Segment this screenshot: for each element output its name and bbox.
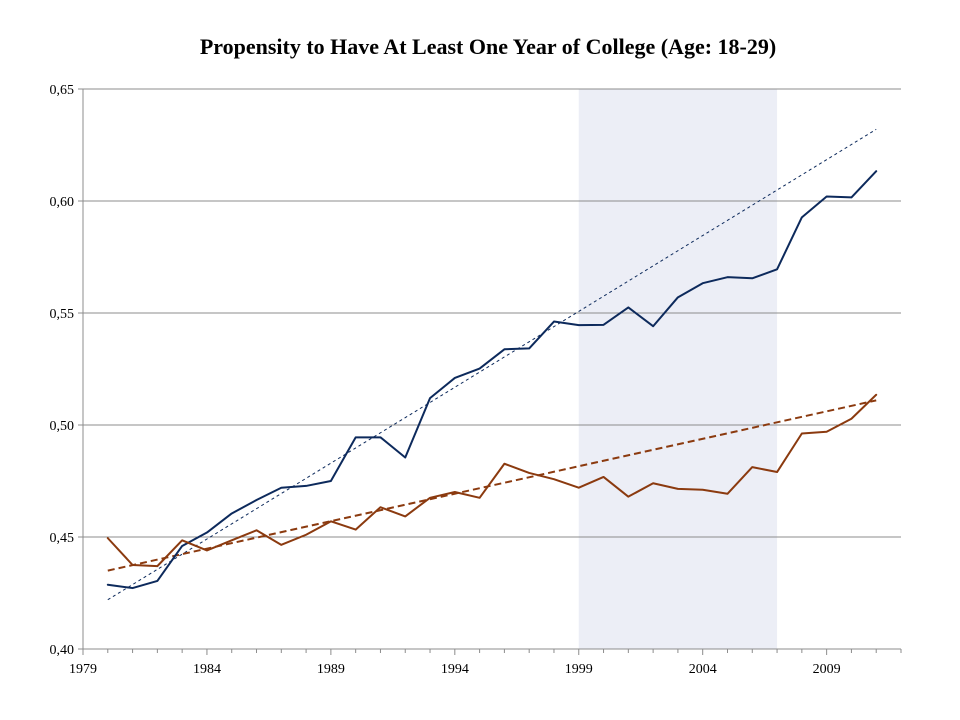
x-tick-label: 1979 bbox=[69, 662, 97, 677]
trendline-1 bbox=[107, 128, 877, 601]
axes-layer bbox=[78, 88, 902, 655]
x-tick-label: 1989 bbox=[317, 662, 345, 677]
shaded-region bbox=[578, 89, 778, 649]
gridlines-layer bbox=[83, 88, 901, 538]
y-tick-label: 0,60 bbox=[50, 195, 75, 210]
y-tick-label: 0,50 bbox=[50, 419, 75, 434]
trendlines-layer bbox=[107, 128, 877, 601]
trendline-2 bbox=[107, 399, 877, 572]
y-tick-label: 0,65 bbox=[50, 83, 75, 98]
shaded-region-layer bbox=[578, 89, 778, 649]
y-tick-label: 0,40 bbox=[50, 643, 75, 658]
x-tick-label: 1994 bbox=[441, 662, 469, 677]
series-layer bbox=[106, 170, 878, 590]
series-line-1 bbox=[106, 170, 878, 590]
x-tick-label: 2004 bbox=[689, 662, 717, 677]
y-tick-label: 0,55 bbox=[50, 307, 75, 322]
chart-title: Propensity to Have At Least One Year of … bbox=[199, 34, 777, 59]
tick-labels-layer: 0,40 0,45 0,50 0,55 0,60 0,65 1979 1984 1989 1994… bbox=[50, 83, 841, 677]
x-tick-label: 2009 bbox=[813, 662, 841, 677]
series-line-2 bbox=[106, 393, 878, 568]
x-tick-label: 1999 bbox=[565, 662, 593, 677]
x-tick-label: 1984 bbox=[193, 662, 221, 677]
y-tick-label: 0,45 bbox=[50, 531, 75, 546]
